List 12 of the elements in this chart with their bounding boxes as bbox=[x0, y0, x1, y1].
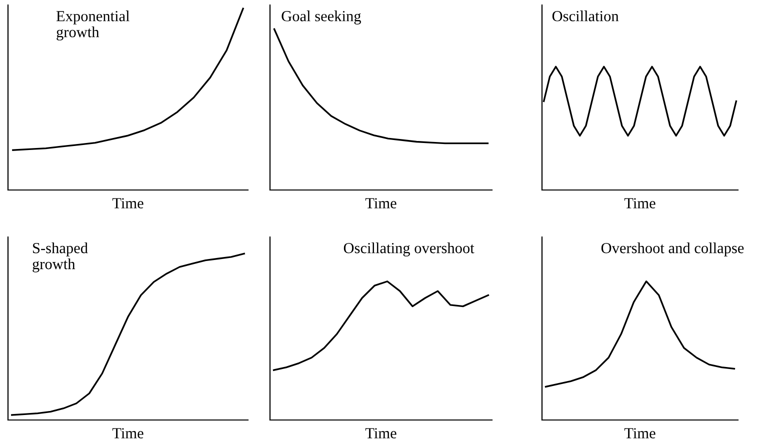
chart-title: Oscillation bbox=[552, 10, 619, 22]
x-axis-title: Time bbox=[624, 198, 656, 208]
text: Exponential growth bbox=[56, 10, 130, 40]
chart-title: Overshoot and collapse bbox=[601, 242, 744, 256]
chart-title: Oscillating overshoot bbox=[344, 242, 474, 256]
chart-title: S-shaped growth bbox=[32, 242, 88, 272]
chart-title: Goal seeking bbox=[282, 10, 361, 24]
x-axis-title: Time bbox=[624, 428, 656, 438]
x-axis-title: Time bbox=[112, 198, 144, 208]
x-axis-title: Time bbox=[365, 198, 396, 208]
x-axis-title: Time bbox=[365, 428, 396, 438]
x-axis-title: Time bbox=[112, 428, 144, 438]
